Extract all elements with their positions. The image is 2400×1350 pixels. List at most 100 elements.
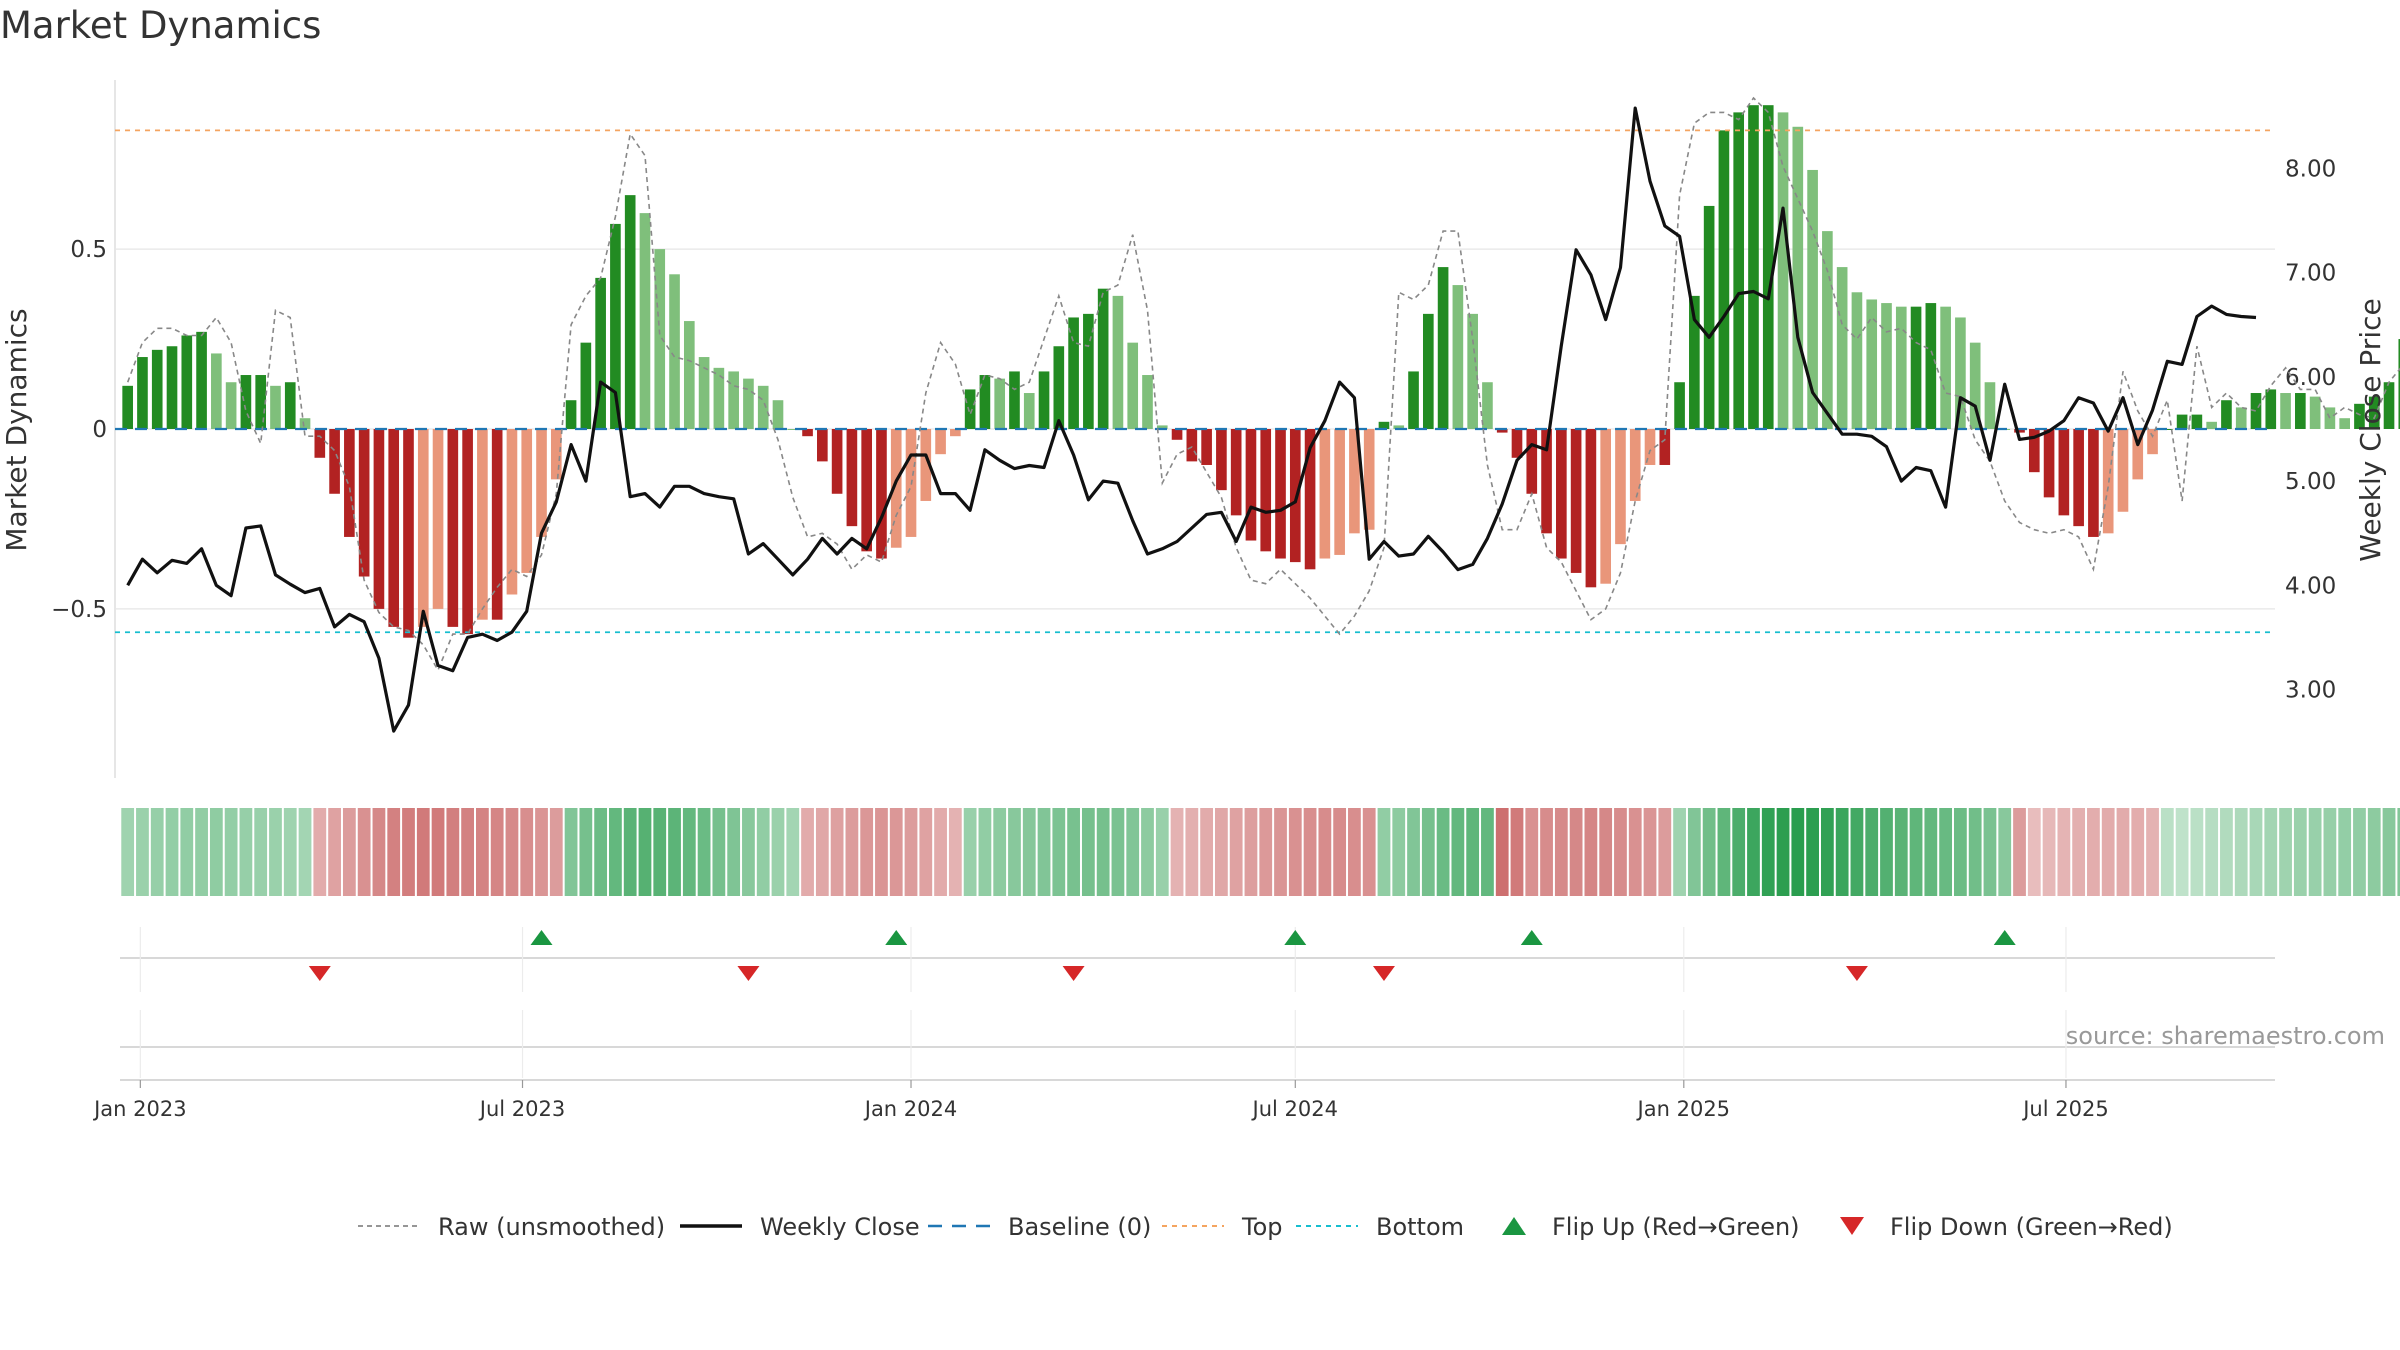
flip-down-marker	[1372, 966, 1395, 981]
dynamics-bar	[521, 429, 533, 573]
heat-strip-cell	[1407, 808, 1420, 896]
dynamics-bar	[417, 429, 429, 627]
dynamics-bar	[1674, 382, 1685, 429]
dynamics-bar	[2295, 393, 2306, 429]
dynamics-bar	[403, 429, 414, 638]
dynamics-bar	[1275, 429, 1286, 559]
dynamics-bar	[1319, 429, 1331, 559]
y-tick-label-left: 0	[92, 417, 107, 443]
heat-strip-cell	[1983, 808, 1997, 896]
heat-strip-cell	[313, 808, 327, 896]
heat-strip-cell	[2264, 808, 2278, 896]
heat-strip-cell	[1096, 808, 1110, 896]
heat-strip-cell	[1052, 808, 1066, 896]
heat-strip-cell	[446, 808, 460, 896]
dynamics-bar	[950, 429, 961, 437]
dynamics-bar	[506, 429, 518, 595]
dynamics-bar	[1068, 317, 1079, 429]
heat-strip-cell	[520, 808, 534, 896]
heat-strip-cell	[771, 808, 785, 896]
dynamics-bar	[2235, 407, 2247, 429]
flip-up-marker	[1520, 930, 1543, 945]
heat-strip-cell	[121, 808, 135, 896]
heat-strip-cell	[1806, 808, 1819, 896]
heat-strip-cell	[2087, 808, 2100, 896]
dynamics-bar	[743, 378, 754, 429]
dynamics-bar	[2043, 429, 2055, 498]
heat-strip-cell	[1155, 808, 1169, 896]
heat-strip-cell	[564, 808, 578, 896]
dynamics-bar	[2132, 429, 2144, 480]
heat-strip-cell	[830, 808, 844, 896]
dynamics-bar	[477, 429, 488, 620]
dynamics-bar	[1881, 303, 1892, 429]
heat-strip-cell	[1835, 808, 1849, 896]
heat-strip-cell	[668, 808, 681, 896]
dynamics-bar	[2221, 400, 2232, 429]
dynamics-bar	[2058, 429, 2070, 516]
heat-strip-cell	[476, 808, 489, 896]
legend-label: Flip Down (Green→Red)	[1890, 1213, 2173, 1241]
dynamics-bar	[1777, 112, 1789, 430]
dynamics-bar	[1023, 393, 1035, 429]
dynamics-bar	[388, 429, 400, 627]
dynamics-bar	[1142, 375, 1153, 429]
heat-strip-cell	[2293, 808, 2307, 896]
dynamics-bar	[2161, 429, 2173, 430]
heat-strip-cell	[2382, 808, 2396, 896]
dynamics-bar	[1112, 295, 1124, 429]
dynamics-bar	[344, 429, 355, 537]
heat-strip-cell	[1954, 808, 1967, 896]
heat-strip-cell	[1318, 808, 1332, 896]
dynamics-bar	[669, 274, 680, 429]
dynamics-bar	[1009, 371, 1020, 429]
heat-strip-cell	[963, 808, 977, 896]
heat-strip-cell	[254, 808, 268, 896]
dynamics-bar	[1083, 313, 1094, 429]
heat-strip-cell	[1776, 808, 1790, 896]
heat-strip-cell	[342, 808, 356, 896]
dynamics-bar	[1807, 169, 1818, 429]
dynamics-bar	[329, 429, 340, 494]
heat-strip-cell	[2160, 808, 2174, 896]
heat-strip-cell	[1244, 808, 1258, 896]
heat-strip-cell	[1274, 808, 1287, 896]
heat-strip-cell	[239, 808, 253, 896]
dynamics-bar	[255, 375, 267, 429]
heat-strip-cell	[1880, 808, 1893, 896]
y-tick-label-left: −0.5	[51, 597, 107, 623]
heat-strip-cell	[638, 808, 652, 896]
dynamics-bar	[491, 429, 503, 620]
heat-strip-cell	[875, 808, 888, 896]
dynamics-bar	[1984, 382, 1996, 429]
dynamics-bar	[181, 335, 193, 429]
dynamics-bar	[876, 429, 887, 559]
heat-strip-cell	[2057, 808, 2071, 896]
dynamics-bar	[1349, 429, 1360, 534]
dynamics-bar	[610, 223, 621, 429]
dynamics-bar	[964, 389, 976, 429]
heat-strip-cell	[461, 808, 474, 896]
dynamics-bar	[1703, 205, 1715, 429]
dynamics-bar	[1718, 130, 1730, 429]
heat-strip-cell	[2116, 808, 2130, 896]
dynamics-bar	[1127, 342, 1139, 429]
dynamics-bar	[1541, 429, 1552, 534]
heat-strip-cell	[1421, 808, 1435, 896]
heat-strip-cell	[1968, 808, 1982, 896]
dynamics-bar	[2117, 429, 2129, 512]
heat-strip-cell	[2338, 808, 2352, 896]
raw-series-line	[126, 96, 2400, 672]
heat-strip-cell	[623, 808, 637, 896]
dynamics-bar	[713, 367, 725, 429]
dynamics-bar	[2014, 429, 2025, 433]
dynamics-bar	[2398, 339, 2400, 429]
heat-strip-cell	[948, 808, 962, 896]
heat-strip-cell	[889, 808, 903, 896]
flip-up-marker	[1284, 930, 1307, 945]
dynamics-bar	[1792, 126, 1804, 429]
heat-strip-cell	[505, 808, 519, 896]
source-text: source: sharemaestro.com	[2066, 1022, 2385, 1050]
heat-strip-cell	[2308, 808, 2322, 896]
heat-strip-cell	[2027, 808, 2041, 896]
